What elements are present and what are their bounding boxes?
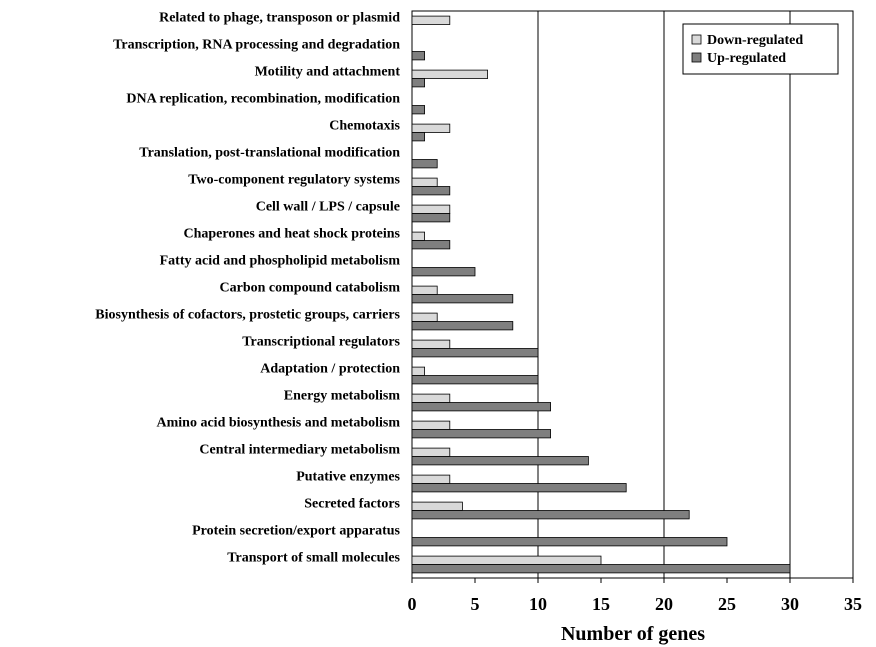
up-regulated-bar xyxy=(411,267,476,277)
category-label: Secreted factors xyxy=(304,497,400,512)
down-regulated-bar xyxy=(411,474,451,484)
down-regulated-bar xyxy=(411,204,451,214)
legend: Down-regulated Up-regulated xyxy=(682,23,839,75)
category-label: Transport of small molecules xyxy=(227,551,400,566)
down-regulated-bar xyxy=(411,177,438,187)
down-regulated-bar xyxy=(411,285,438,295)
up-regulated-bar xyxy=(411,402,552,412)
legend-swatch-down xyxy=(691,34,702,45)
up-regulated-bar xyxy=(411,105,426,115)
x-tick-label: 10 xyxy=(529,594,547,614)
x-axis-title: Number of genes xyxy=(561,623,705,645)
up-regulated-bar xyxy=(411,456,589,466)
up-regulated-bar xyxy=(411,294,514,304)
category-label: Central intermediary metabolism xyxy=(199,443,400,458)
legend-label: Up-regulated xyxy=(707,51,786,66)
down-regulated-bar xyxy=(411,420,451,430)
category-label: Transcription, RNA processing and degrad… xyxy=(113,38,400,53)
category-label: Protein secretion/export apparatus xyxy=(192,524,400,539)
up-regulated-bar xyxy=(411,537,728,547)
up-regulated-bar xyxy=(411,186,451,196)
category-label: Chaperones and heat shock proteins xyxy=(183,227,400,242)
up-regulated-bar xyxy=(411,78,426,88)
up-regulated-bar xyxy=(411,348,539,358)
down-regulated-bar xyxy=(411,555,602,565)
x-tick-label: 25 xyxy=(718,594,736,614)
up-regulated-bar xyxy=(411,375,539,385)
up-regulated-bar xyxy=(411,510,690,520)
up-regulated-bar xyxy=(411,483,627,493)
up-regulated-bar xyxy=(411,213,451,223)
category-label: Translation, post-translational modifica… xyxy=(139,146,400,161)
down-regulated-bar xyxy=(411,366,426,376)
bar-series xyxy=(411,15,791,574)
legend-box xyxy=(682,23,839,75)
x-tick-label: 30 xyxy=(781,594,799,614)
x-tick-label: 15 xyxy=(592,594,610,614)
x-tick-label: 20 xyxy=(655,594,673,614)
category-label: Adaptation / protection xyxy=(260,362,400,377)
down-regulated-bar xyxy=(411,501,463,511)
category-label: Transcriptional regulators xyxy=(242,335,400,350)
x-tick-label: 5 xyxy=(471,594,480,614)
category-label: Cell wall / LPS / capsule xyxy=(256,200,400,215)
category-label: Fatty acid and phospholipid metabolism xyxy=(160,254,401,269)
category-label: Related to phage, transposon or plasmid xyxy=(159,11,400,26)
down-regulated-bar xyxy=(411,69,488,79)
x-tick-label: 0 xyxy=(408,594,417,614)
x-tick-label: 35 xyxy=(844,594,862,614)
down-regulated-bar xyxy=(411,231,426,241)
category-label: DNA replication, recombination, modifica… xyxy=(126,92,400,107)
category-labels: Related to phage, transposon or plasmid T… xyxy=(95,11,400,566)
down-regulated-bar xyxy=(411,15,451,25)
category-label: Biosynthesis of cofactors, prostetic gro… xyxy=(95,308,400,323)
up-regulated-bar xyxy=(411,159,438,169)
up-regulated-bar xyxy=(411,564,791,574)
category-label: Motility and attachment xyxy=(255,65,401,80)
x-tick-labels: 0 5 10 15 20 25 30 35 xyxy=(408,578,862,614)
category-label: Putative enzymes xyxy=(296,470,400,485)
down-regulated-bar xyxy=(411,339,451,349)
down-regulated-bar xyxy=(411,447,451,457)
down-regulated-bar xyxy=(411,393,451,403)
category-label: Chemotaxis xyxy=(329,119,400,134)
up-regulated-bar xyxy=(411,429,552,439)
category-label: Amino acid biosynthesis and metabolism xyxy=(157,416,401,431)
up-regulated-bar xyxy=(411,321,514,331)
up-regulated-bar xyxy=(411,240,451,250)
category-label: Two-component regulatory systems xyxy=(188,173,400,188)
legend-label: Down-regulated xyxy=(707,33,803,48)
down-regulated-bar xyxy=(411,123,451,133)
category-label: Carbon compound catabolism xyxy=(220,281,401,296)
category-label: Energy metabolism xyxy=(284,389,401,404)
up-regulated-bar xyxy=(411,132,426,142)
up-regulated-bar xyxy=(411,51,426,61)
down-regulated-bar xyxy=(411,312,438,322)
legend-swatch-up xyxy=(691,52,702,63)
